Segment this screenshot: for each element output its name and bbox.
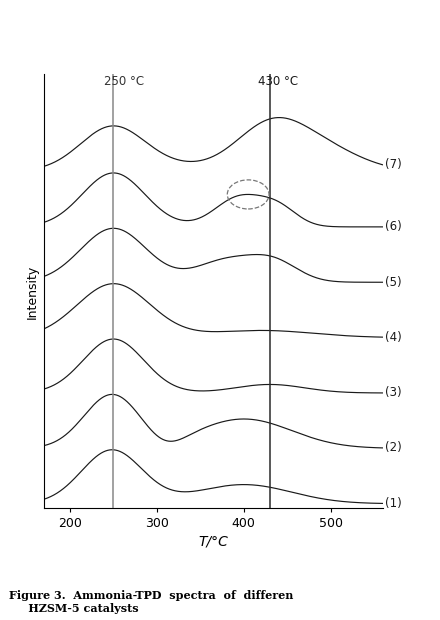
Text: Figure 3.  Ammonia-TPD  spectra  of  differen
     HZSM-5 catalysts: Figure 3. Ammonia-TPD spectra of differe… — [9, 590, 293, 614]
Text: (5): (5) — [385, 276, 402, 289]
X-axis label: T/°C: T/°C — [198, 534, 228, 549]
Text: 250 °C: 250 °C — [104, 75, 144, 88]
Text: (3): (3) — [385, 386, 402, 399]
Text: (1): (1) — [385, 497, 402, 510]
Text: (2): (2) — [385, 441, 402, 454]
Text: (7): (7) — [385, 158, 402, 171]
Text: 430 °C: 430 °C — [258, 75, 299, 88]
Y-axis label: Intensity: Intensity — [26, 264, 38, 319]
Text: (6): (6) — [385, 220, 402, 233]
Text: (4): (4) — [385, 330, 402, 343]
